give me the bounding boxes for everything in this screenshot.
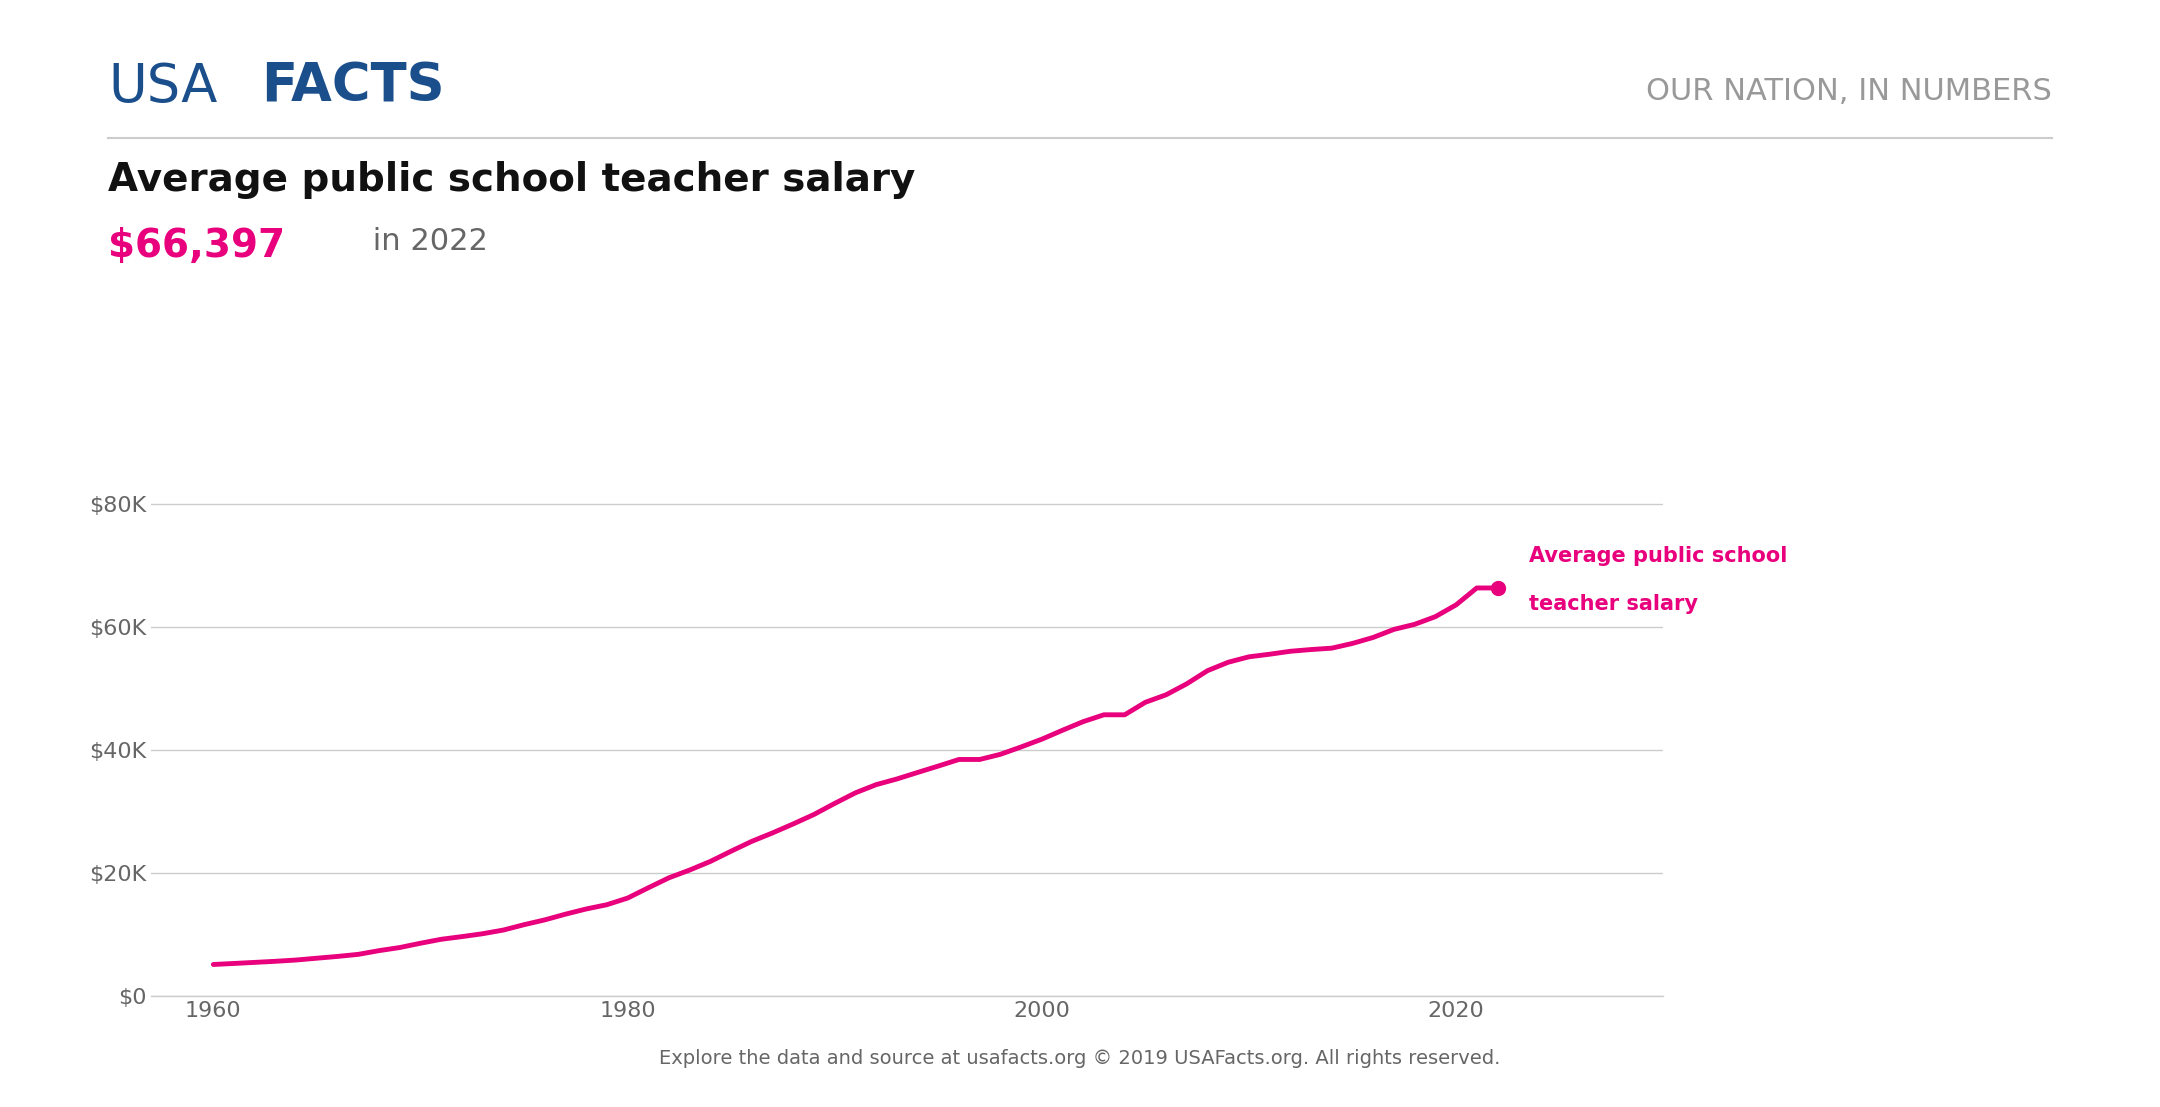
Text: Average public school: Average public school bbox=[1529, 547, 1786, 567]
Text: FACTS: FACTS bbox=[261, 61, 445, 113]
Text: Explore the data and source at usafacts.org © 2019 USAFacts.org. All rights rese: Explore the data and source at usafacts.… bbox=[659, 1049, 1501, 1068]
Text: OUR NATION, IN NUMBERS: OUR NATION, IN NUMBERS bbox=[1646, 77, 2052, 106]
Text: USA: USA bbox=[108, 61, 218, 113]
Text: in 2022: in 2022 bbox=[363, 227, 488, 256]
Text: $66,397: $66,397 bbox=[108, 227, 285, 265]
Text: teacher salary: teacher salary bbox=[1529, 594, 1698, 614]
Text: Average public school teacher salary: Average public school teacher salary bbox=[108, 161, 916, 198]
